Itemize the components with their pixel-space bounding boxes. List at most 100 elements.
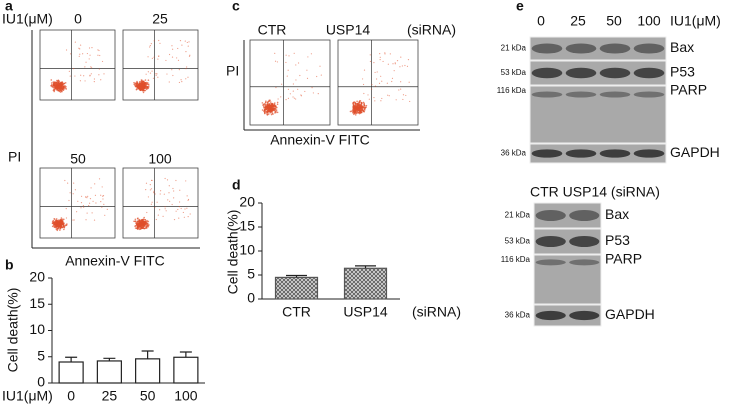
- event-dot: [379, 56, 381, 58]
- dot-cloud: [133, 177, 191, 231]
- event-dot: [268, 103, 271, 106]
- event-dot: [76, 211, 78, 213]
- y-tick-label: 15: [29, 295, 45, 311]
- event-dot: [272, 105, 274, 108]
- event-dot: [168, 185, 170, 187]
- event-dot: [184, 40, 186, 42]
- x-tick-label: USP14: [343, 304, 388, 320]
- event-dot: [98, 74, 100, 76]
- event-dot: [148, 85, 150, 87]
- event-dot: [89, 54, 91, 56]
- event-dot: [288, 55, 290, 57]
- blot-band: [599, 91, 631, 98]
- event-dot: [77, 200, 79, 202]
- event-dot: [156, 201, 158, 203]
- event-dot: [310, 53, 313, 55]
- event-dot: [157, 214, 159, 216]
- event-dot: [140, 224, 143, 227]
- event-dot: [264, 107, 266, 109]
- event-dot: [269, 101, 272, 103]
- event-dot: [407, 59, 410, 61]
- event-dot: [134, 224, 137, 227]
- event-dot: [91, 67, 93, 69]
- event-dot: [79, 80, 81, 82]
- event-dot: [378, 82, 381, 84]
- event-dot: [84, 66, 86, 68]
- event-dot: [276, 101, 279, 104]
- event-dot: [149, 46, 151, 48]
- event-dot: [391, 77, 394, 79]
- event-dot: [57, 83, 59, 86]
- event-dot: [159, 42, 161, 44]
- blot-strip: [529, 143, 667, 164]
- event-dot: [173, 190, 175, 192]
- blot-band: [535, 210, 566, 221]
- x-tick-label: 50: [140, 388, 156, 404]
- event-dot: [274, 105, 276, 108]
- event-dot: [158, 55, 160, 57]
- event-dot: [268, 108, 270, 111]
- event-dot: [55, 224, 57, 226]
- event-dot: [400, 56, 402, 58]
- event-dot: [374, 85, 377, 87]
- flow-plot: [249, 39, 331, 126]
- event-dot: [138, 80, 141, 83]
- event-dot: [68, 199, 70, 202]
- flow-plot: [122, 29, 199, 101]
- event-dot: [60, 224, 63, 227]
- y-tick-label: 20: [239, 194, 255, 210]
- event-dot: [380, 75, 382, 77]
- event-dot: [139, 85, 142, 88]
- event-dot: [182, 211, 184, 214]
- y-tick-label: 10: [29, 321, 45, 337]
- event-dot: [104, 214, 106, 216]
- event-dot: [369, 54, 371, 56]
- blot-band: [599, 67, 631, 79]
- event-dot: [53, 90, 55, 93]
- event-dot: [134, 227, 137, 229]
- event-dot: [165, 210, 167, 212]
- event-dot: [362, 83, 365, 86]
- blot-band: [569, 210, 600, 221]
- event-dot: [138, 223, 140, 226]
- event-dot: [90, 73, 92, 75]
- event-dot: [276, 111, 279, 114]
- kda-label: 21 kDa: [501, 44, 527, 53]
- event-dot: [103, 203, 105, 205]
- event-dot: [83, 75, 85, 77]
- event-dot: [295, 64, 297, 66]
- kda-label: 36 kDa: [505, 311, 531, 320]
- event-dot: [100, 201, 102, 203]
- event-dot: [386, 82, 388, 84]
- event-dot: [143, 221, 145, 224]
- dot-cloud: [50, 41, 105, 93]
- event-dot: [172, 74, 174, 77]
- event-dot: [285, 99, 287, 101]
- event-dot: [265, 108, 267, 111]
- event-dot: [358, 101, 360, 103]
- event-dot: [151, 57, 153, 59]
- event-dot: [371, 88, 373, 90]
- event-dot: [264, 112, 266, 115]
- dose-label: IU1(μM): [670, 13, 721, 29]
- event-dot: [189, 213, 191, 215]
- event-dot: [353, 109, 356, 112]
- event-dot: [52, 86, 55, 89]
- protein-label: P53: [605, 232, 630, 248]
- y-tick-label: 20: [29, 269, 45, 285]
- event-dot: [59, 229, 61, 231]
- y-label: Cell death(%): [225, 210, 241, 295]
- event-dot: [133, 81, 135, 84]
- event-dot: [360, 110, 362, 113]
- event-dot: [78, 47, 80, 49]
- event-dot: [59, 83, 62, 86]
- event-dot: [52, 84, 55, 87]
- blot-band: [569, 259, 600, 266]
- event-dot: [106, 208, 108, 210]
- x-tick-label: 25: [102, 388, 118, 404]
- event-dot: [60, 220, 62, 223]
- event-dot: [100, 194, 102, 196]
- event-dot: [361, 105, 364, 108]
- kda-label: 36 kDa: [501, 149, 527, 158]
- event-dot: [147, 86, 150, 89]
